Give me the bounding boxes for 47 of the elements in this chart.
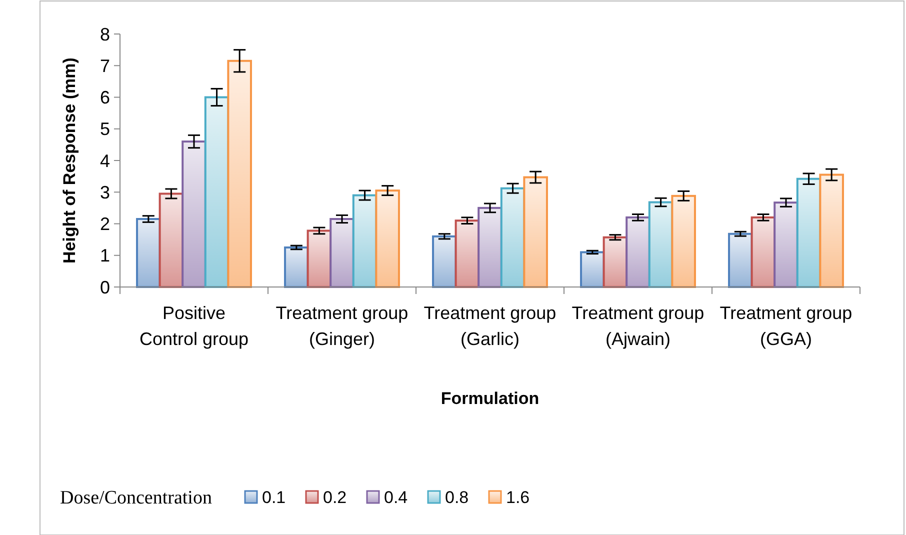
bar <box>352 194 378 288</box>
y-tick-label: 6 <box>100 88 110 108</box>
bar <box>182 140 206 288</box>
legend-label: 1.6 <box>506 488 530 507</box>
bar <box>671 194 696 288</box>
legend-label: 0.4 <box>384 488 408 507</box>
y-axis-title: Height of Response (mm) <box>60 58 79 264</box>
bar <box>523 176 548 288</box>
legend-label: 0.1 <box>262 488 286 507</box>
y-tick-label: 4 <box>100 150 110 171</box>
y-tick-label: 1 <box>100 246 110 266</box>
bar <box>284 246 309 288</box>
bar <box>648 201 674 288</box>
bar <box>227 60 252 288</box>
bar <box>750 216 776 288</box>
x-tick-label: Treatment group (Ajwain) <box>572 303 704 349</box>
x-tick-label: Positive Control group <box>139 303 249 349</box>
bar <box>204 96 230 288</box>
bar <box>774 202 798 288</box>
bar <box>330 218 354 288</box>
bar <box>306 230 332 288</box>
bar <box>819 174 844 288</box>
bar <box>432 235 457 288</box>
bar <box>158 192 184 288</box>
bar <box>500 187 526 288</box>
y-tick-label: 5 <box>100 119 110 140</box>
legend-title: Dose/Concentration <box>60 488 212 509</box>
y-tick-label: 8 <box>100 24 110 44</box>
x-tick-label: Treatment group (Garlic) <box>424 303 556 349</box>
y-tick-label: 0 <box>100 277 110 298</box>
bar <box>796 178 822 288</box>
x-tick-label: Treatment group (Ginger) <box>276 303 408 349</box>
legend-label: 0.8 <box>445 488 469 507</box>
bar <box>728 232 753 288</box>
bar <box>580 251 605 288</box>
bar <box>602 236 628 288</box>
y-tick-label: 7 <box>100 56 110 76</box>
x-axis-title: Formulation <box>440 389 540 408</box>
x-tick-label: Treatment group (GGA) <box>720 303 852 349</box>
bar <box>375 190 400 288</box>
legend-label: 0.2 <box>323 488 347 507</box>
y-tick-label: 2 <box>100 214 110 234</box>
bar <box>454 220 480 288</box>
bar <box>136 218 161 288</box>
y-tick-label: 3 <box>100 182 110 202</box>
bar <box>478 206 502 288</box>
bar <box>626 216 650 288</box>
